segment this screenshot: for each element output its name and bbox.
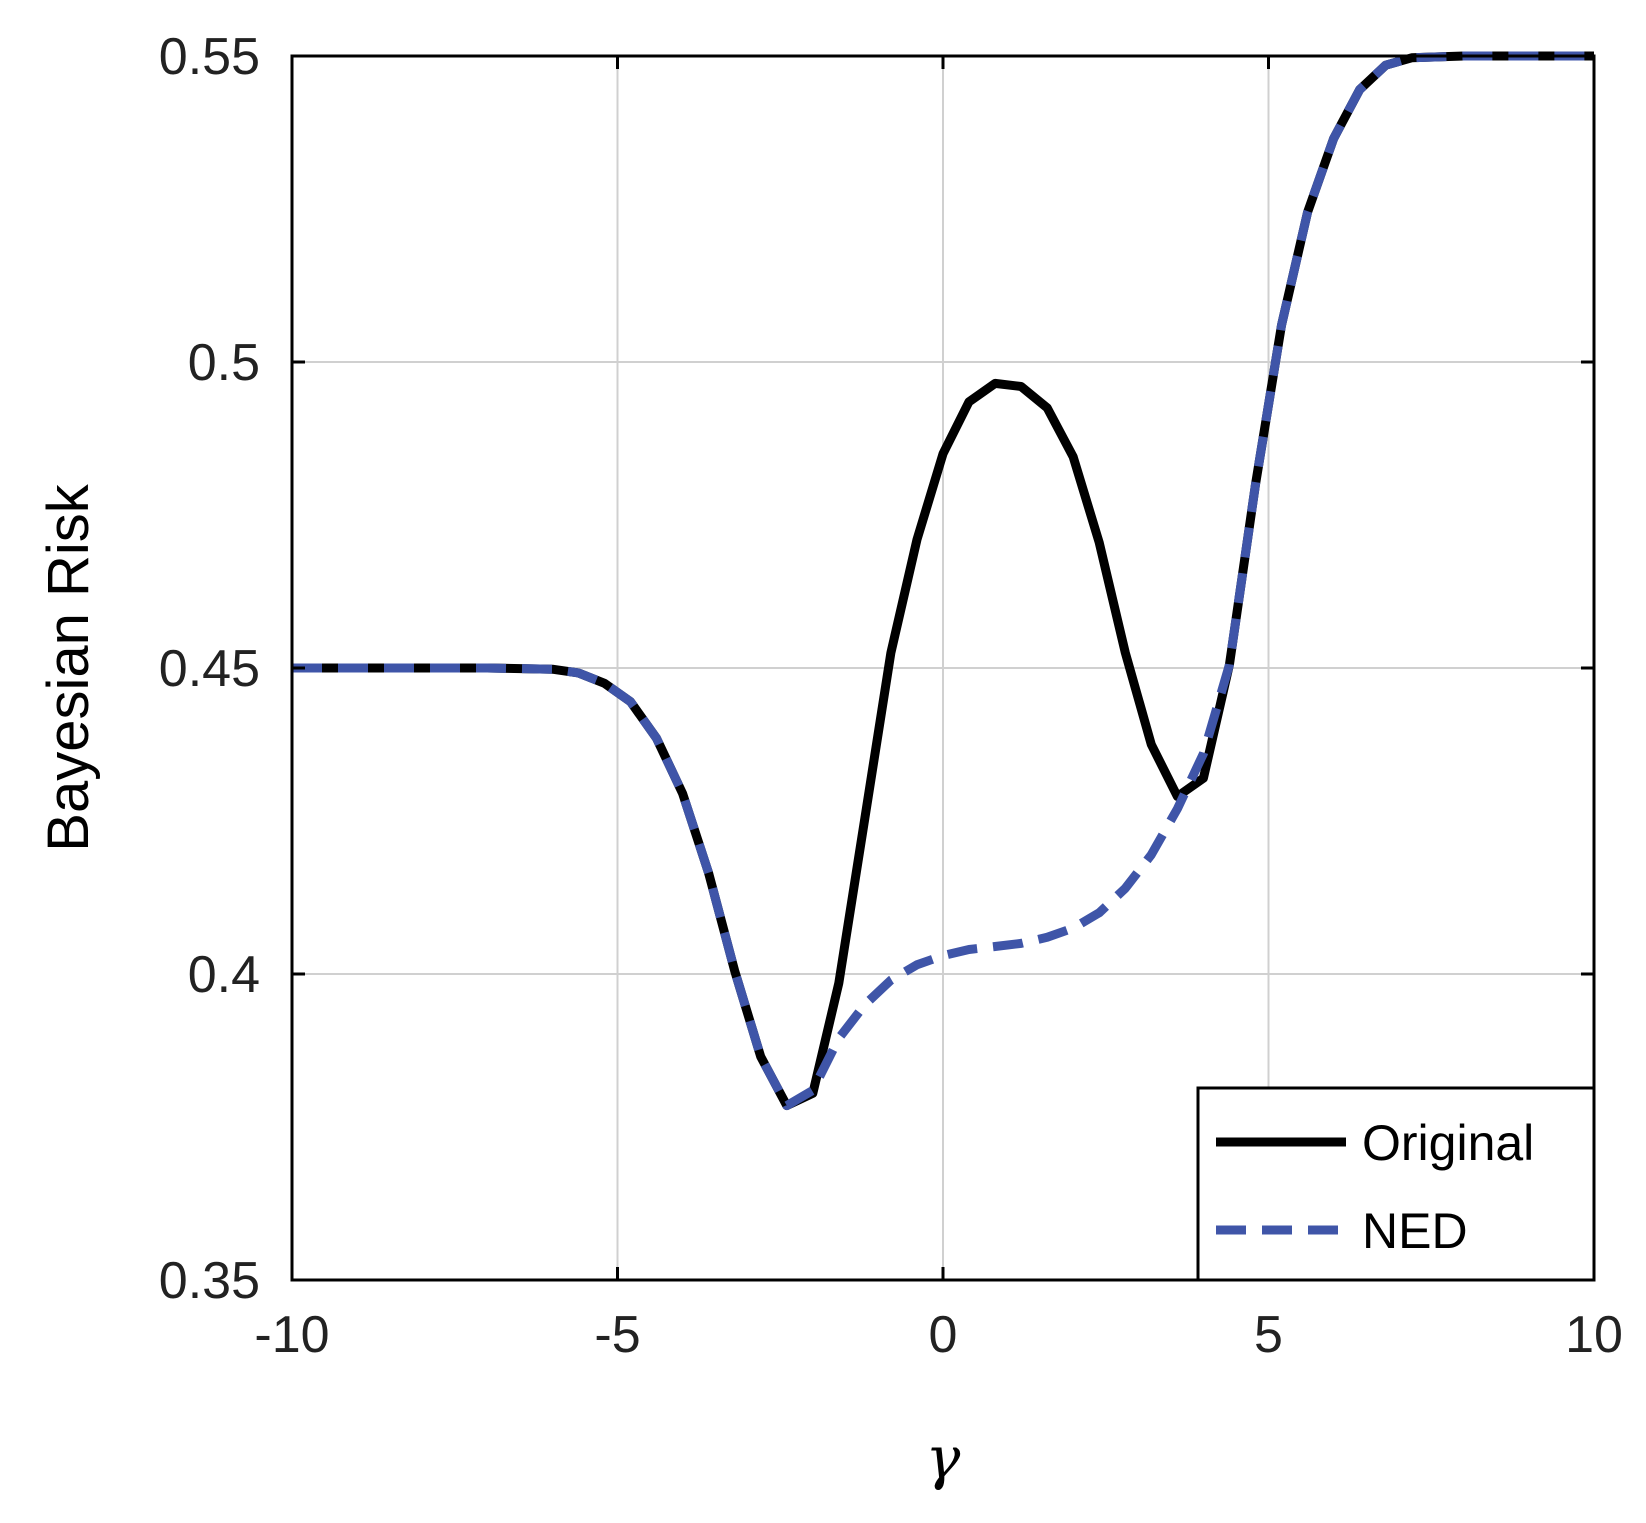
tick-labels: -10 -5 0 5 10 0.35 0.4 0.45 0.5 0.55 bbox=[159, 28, 1623, 1364]
legend-box bbox=[1196, 1086, 1596, 1282]
legend: Original NED bbox=[1196, 1086, 1596, 1282]
y-tick-label: 0.35 bbox=[159, 1252, 260, 1310]
series-layer bbox=[292, 51, 1594, 1111]
x-tick-label: 10 bbox=[1565, 1306, 1623, 1364]
y-tick-label: 0.45 bbox=[159, 640, 260, 698]
x-tick-label: 5 bbox=[1254, 1306, 1283, 1364]
x-tick-label: -10 bbox=[254, 1306, 329, 1364]
legend-label-original: Original bbox=[1362, 1115, 1534, 1171]
x-tick-label: -5 bbox=[594, 1306, 640, 1364]
y-tick-label: 0.55 bbox=[159, 28, 260, 86]
y-tick-label: 0.5 bbox=[188, 334, 260, 392]
legend-label-ned: NED bbox=[1362, 1203, 1468, 1259]
x-axis-label: γ bbox=[926, 1424, 961, 1492]
series-line-ned bbox=[292, 51, 1594, 1111]
y-tick-label: 0.4 bbox=[188, 946, 260, 1004]
y-axis-label: Bayesian Risk bbox=[36, 483, 101, 851]
x-tick-label: 0 bbox=[929, 1306, 958, 1364]
